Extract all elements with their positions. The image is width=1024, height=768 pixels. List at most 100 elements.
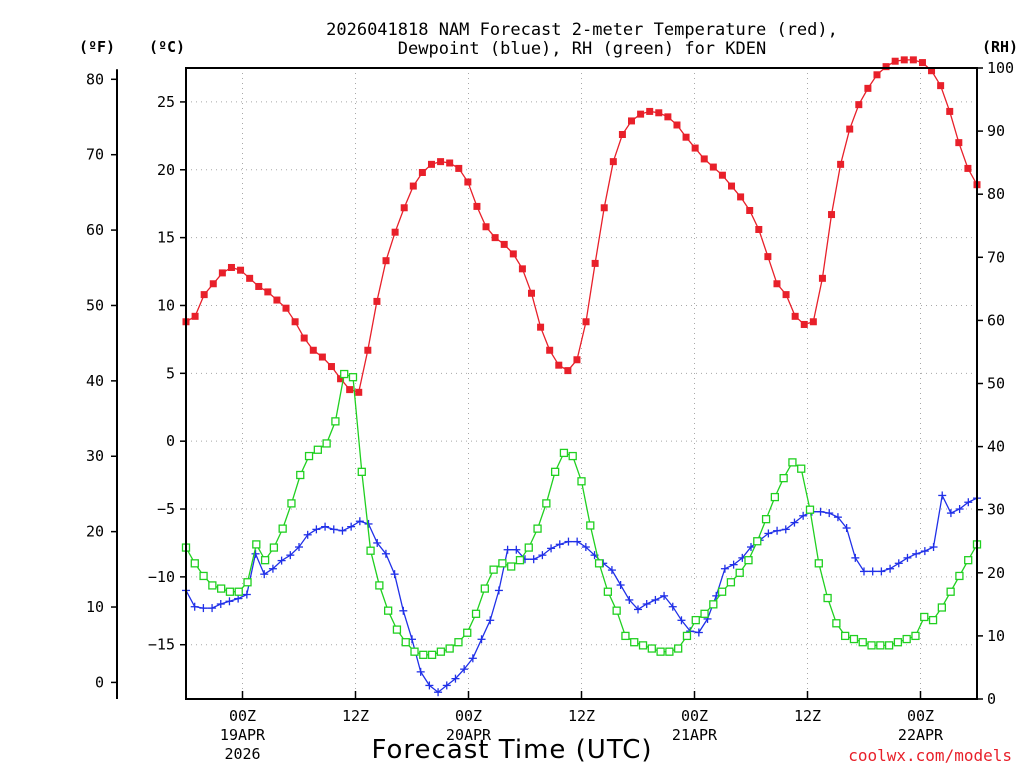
rh-point: [568, 451, 577, 461]
celsius-tick-label: −15: [148, 636, 175, 654]
dewpoint-point: [486, 616, 495, 625]
dewpoint-point: [886, 564, 895, 573]
celsius-axis-label: (ºC): [149, 38, 185, 56]
celsius-tick-label: 25: [157, 93, 175, 111]
dewpoint-point: [634, 605, 642, 614]
rh-point: [357, 467, 366, 476]
temperature-point: [700, 155, 708, 163]
temperature-point: [309, 346, 317, 354]
rh-point: [366, 546, 375, 555]
date-tick-label: 19APR: [220, 726, 266, 744]
temperature-point: [791, 312, 799, 320]
temperature-point: [928, 67, 936, 75]
dewpoint-point: [190, 602, 199, 611]
rh-point: [533, 524, 542, 533]
rh-tick-label: 40: [987, 438, 1005, 456]
rh-point: [911, 631, 920, 641]
rh-point: [480, 584, 489, 593]
dewpoint-point: [938, 491, 947, 500]
rh-point: [445, 644, 454, 653]
date-tick-label: 21APR: [672, 726, 718, 744]
rh-point: [797, 464, 806, 473]
dewpoint-point: [860, 567, 868, 576]
dewpoint-point: [468, 654, 477, 663]
rh-point: [304, 451, 314, 461]
temperature-point: [873, 71, 881, 79]
dewpoint-point: [442, 681, 451, 690]
dewpoint-point: [607, 566, 616, 575]
temperature-point: [564, 367, 572, 375]
year-tick-label: 2026: [224, 745, 260, 763]
celsius-tick-label: 5: [166, 364, 175, 382]
temperature-point: [409, 182, 417, 190]
dewpoint-point: [381, 549, 390, 558]
temperature-point: [400, 204, 408, 212]
temperature-point: [646, 107, 654, 115]
dewpoint-point: [425, 681, 434, 690]
rh-tick-label: 0: [987, 690, 996, 708]
time-tick-label: 12Z: [794, 707, 821, 725]
rh-point: [805, 505, 815, 514]
temperature-point: [682, 133, 690, 141]
temperature-point: [837, 160, 845, 168]
grid-lines: [186, 68, 977, 699]
dewpoint-point: [903, 553, 912, 562]
dewpoint-point: [964, 498, 973, 507]
dewpoint-point: [668, 602, 677, 611]
rh-point: [823, 593, 832, 603]
rh-point: [217, 584, 226, 593]
temperature-point: [218, 269, 226, 277]
rh-point: [902, 634, 911, 644]
dewpoint-point: [477, 635, 486, 644]
rh-point: [410, 647, 419, 656]
rh-tick-label: 60: [987, 311, 1005, 329]
dewpoint-point: [416, 667, 425, 676]
temperature-point: [891, 57, 899, 65]
dewpoint-point: [321, 522, 330, 531]
rh-point: [550, 467, 560, 476]
rh-point: [383, 606, 393, 615]
rh-point: [577, 477, 586, 486]
rh-point: [735, 568, 744, 577]
rh-point: [243, 578, 252, 587]
dewpoint-point: [851, 553, 860, 562]
plot-area-frame: [185, 67, 978, 700]
temperature-series: [182, 56, 981, 396]
credit-text: coolwx.com/models: [848, 746, 1012, 765]
fahrenheit-tick-label: 10: [86, 598, 104, 616]
temperature-point: [955, 139, 963, 147]
temperature-point: [337, 375, 345, 383]
rh-point: [709, 600, 718, 609]
rh-point: [621, 631, 630, 641]
temperature-point: [473, 202, 481, 210]
fahrenheit-tick-label: 40: [86, 372, 104, 390]
temperature-point: [355, 388, 363, 396]
fahrenheit-tick-label: 20: [86, 523, 104, 541]
rh-point: [225, 587, 235, 596]
fahrenheit-tick-label: 70: [86, 146, 104, 164]
dewpoint-series: [182, 491, 981, 697]
rh-point: [296, 470, 305, 480]
temperature-point: [755, 225, 763, 233]
temperature-point: [637, 110, 645, 118]
temperature-point: [264, 288, 272, 296]
dewpoint-point: [399, 606, 408, 615]
dewpoint-point: [773, 526, 782, 535]
temperature-point: [373, 297, 381, 305]
temperature-point: [209, 280, 217, 288]
temperature-point: [418, 168, 426, 176]
dewpoint-point: [642, 600, 651, 609]
rh-point: [832, 619, 841, 628]
dewpoint-point: [955, 505, 964, 514]
temperature-point: [455, 164, 463, 172]
rh-point: [946, 587, 955, 596]
dewpoint-point: [251, 549, 260, 558]
temperature-line: [185, 59, 978, 394]
temperature-point: [464, 178, 472, 186]
fahrenheit-tick-label: 80: [86, 70, 104, 88]
dewpoint-point: [842, 524, 851, 533]
rh-point: [920, 612, 929, 622]
dewpoint-point: [373, 538, 382, 547]
temperature-point: [909, 56, 917, 64]
temperature-point: [282, 304, 290, 312]
